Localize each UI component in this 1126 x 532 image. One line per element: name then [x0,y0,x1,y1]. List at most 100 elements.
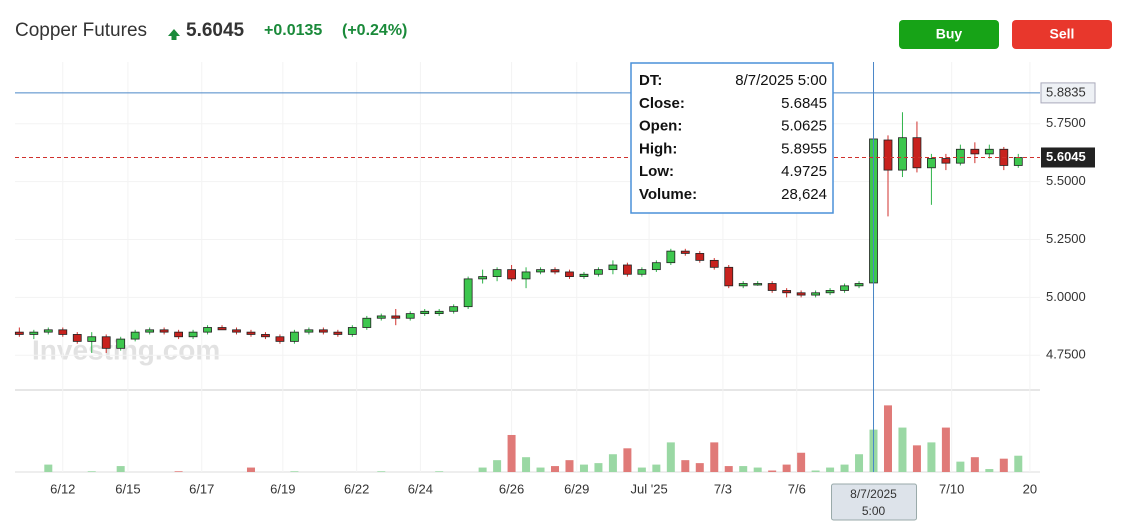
candle-body [145,329,155,333]
candle-body [391,315,401,319]
volume-bar [579,464,588,472]
candle-body [478,276,488,280]
candle-body [767,283,777,291]
volume-bar [768,470,777,472]
volume-bar [435,471,444,472]
volume-bar [565,460,574,472]
volume-bar [478,467,487,472]
x-tick-label: 6/22 [344,481,369,496]
x-tick-label: Jul '25 [631,481,668,496]
tooltip-key: DT: [639,72,662,89]
candle-body [101,336,111,349]
candle-body [622,264,632,275]
y-tick-label: 5.7500 [1046,115,1086,130]
volume-bar [927,442,936,472]
volume-bar [782,464,791,472]
volume-bar [724,466,733,472]
volume-bar [493,460,502,472]
volume-bar [594,463,603,472]
volume-bar [174,471,183,472]
volume-bar [551,466,560,472]
volume-bar [44,464,53,472]
candle-body [261,334,270,338]
candle-body [159,329,169,333]
last-price-box [1041,147,1095,168]
volume-bar [826,467,835,472]
candle-body [970,148,980,155]
volume-bar [637,467,646,472]
y-tick-label: 5.5000 [1046,173,1086,188]
tooltip-value: 5.6845 [781,95,827,112]
candle-body [347,327,357,335]
volume-bar [522,457,531,472]
y-tick-label: 5.2500 [1046,231,1086,246]
candle-body [927,158,936,169]
candle-body [941,158,951,164]
candle-body [898,137,907,171]
candle-body [333,331,343,335]
candle-body [724,266,734,287]
watermark: Investing.com [32,334,220,365]
candle-body [405,313,415,319]
tooltip-key: Volume: [639,186,697,203]
candle-body [594,269,603,275]
buy-button[interactable] [899,20,999,49]
candle-body [29,331,39,335]
x-tick-label: 20 [1023,481,1037,496]
candle-body [680,250,690,254]
candle-body [492,269,502,277]
volume-bar [956,461,965,472]
tooltip-key: Low: [639,163,674,180]
crosshair-date-label: 8/7/2025 [850,487,897,501]
sell-button[interactable] [1012,20,1112,49]
volume-bar [739,466,748,472]
x-tick-label: 6/17 [189,481,214,496]
price: 5.6045 [186,20,245,41]
crosshair-date-box [831,483,918,521]
volume-bar [246,467,255,472]
volume-bar [811,470,820,472]
candle-body [188,331,198,338]
candle-body [116,338,126,349]
buy-label[interactable]: Buy [936,26,963,42]
volume-bar [377,471,386,472]
change-pct: (+0.24%) [342,22,407,39]
candle-body [796,292,806,296]
volume-bar [898,427,907,472]
candle-body [275,336,285,342]
volume-bar [941,427,950,472]
candle-body [883,139,893,171]
volume-bar [681,460,690,472]
volume-bar [116,466,125,472]
candle-body [840,285,849,291]
candle-body [854,283,864,287]
candle-body [536,269,545,273]
candle-body [507,269,516,280]
candle-body [290,331,299,342]
tooltip-key: Open: [639,118,682,135]
crosshair-price-box [1040,82,1096,104]
candle-body [130,331,140,340]
candle-body [72,334,82,342]
chart-title: Copper Futures [15,20,147,41]
volume-bar [970,457,979,472]
volume-bar [753,467,762,472]
candle-body [463,278,473,308]
candle-body [246,331,256,335]
tooltip-key: High: [639,140,677,157]
candle-body [695,253,705,261]
x-tick-label: 6/29 [564,481,589,496]
volume-bar [666,442,675,472]
candle-body [318,329,328,333]
sell-label[interactable]: Sell [1050,26,1075,42]
last-price-label: 5.6045 [1046,149,1086,164]
candle-body [362,317,372,328]
volume-bar [999,458,1008,472]
candle-body [449,306,459,312]
change: +0.0135 [264,22,322,39]
candle-body [203,327,212,333]
tooltip-value: 4.9725 [781,163,827,180]
candle-body [738,283,748,287]
volume-bar [695,463,704,472]
